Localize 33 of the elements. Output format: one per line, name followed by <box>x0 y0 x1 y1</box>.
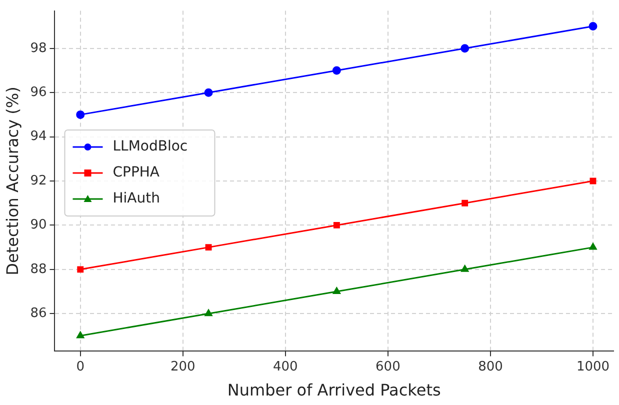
point <box>76 110 85 119</box>
point <box>204 309 212 316</box>
point <box>460 44 470 53</box>
point <box>332 66 341 75</box>
point <box>461 265 469 272</box>
x-tick-label: 600 <box>376 359 400 374</box>
point <box>76 331 84 338</box>
y-axis-title: Detection Accuracy (%) <box>2 86 22 276</box>
point <box>77 266 84 273</box>
x-tick-label: 0 <box>76 359 85 374</box>
point <box>589 243 597 250</box>
legend-label: CPPHA <box>112 164 160 181</box>
point <box>204 88 213 97</box>
y-tick-label: 98 <box>30 40 47 56</box>
point <box>588 22 598 31</box>
point <box>332 287 340 294</box>
y-tick-label: 88 <box>30 262 47 277</box>
y-tick-label: 94 <box>30 129 47 144</box>
point <box>590 178 596 184</box>
x-tick-label: 200 <box>170 359 196 374</box>
y-tick-label: 96 <box>30 84 47 100</box>
legend-label: HiAuth <box>112 190 160 207</box>
point <box>333 222 340 228</box>
y-tick-label: 92 <box>30 173 47 188</box>
x-tick-label: 400 <box>273 359 298 374</box>
y-tick-label: 90 <box>30 218 47 233</box>
point <box>462 200 468 206</box>
x-tick-label: 800 <box>478 359 503 374</box>
legend-label: LLModBloc <box>112 138 188 155</box>
x-axis-title: Number of Arrived Packets <box>227 380 441 400</box>
y-tick-label: 86 <box>30 306 47 321</box>
point <box>205 244 212 251</box>
x-tick-label: 1000 <box>576 359 610 374</box>
